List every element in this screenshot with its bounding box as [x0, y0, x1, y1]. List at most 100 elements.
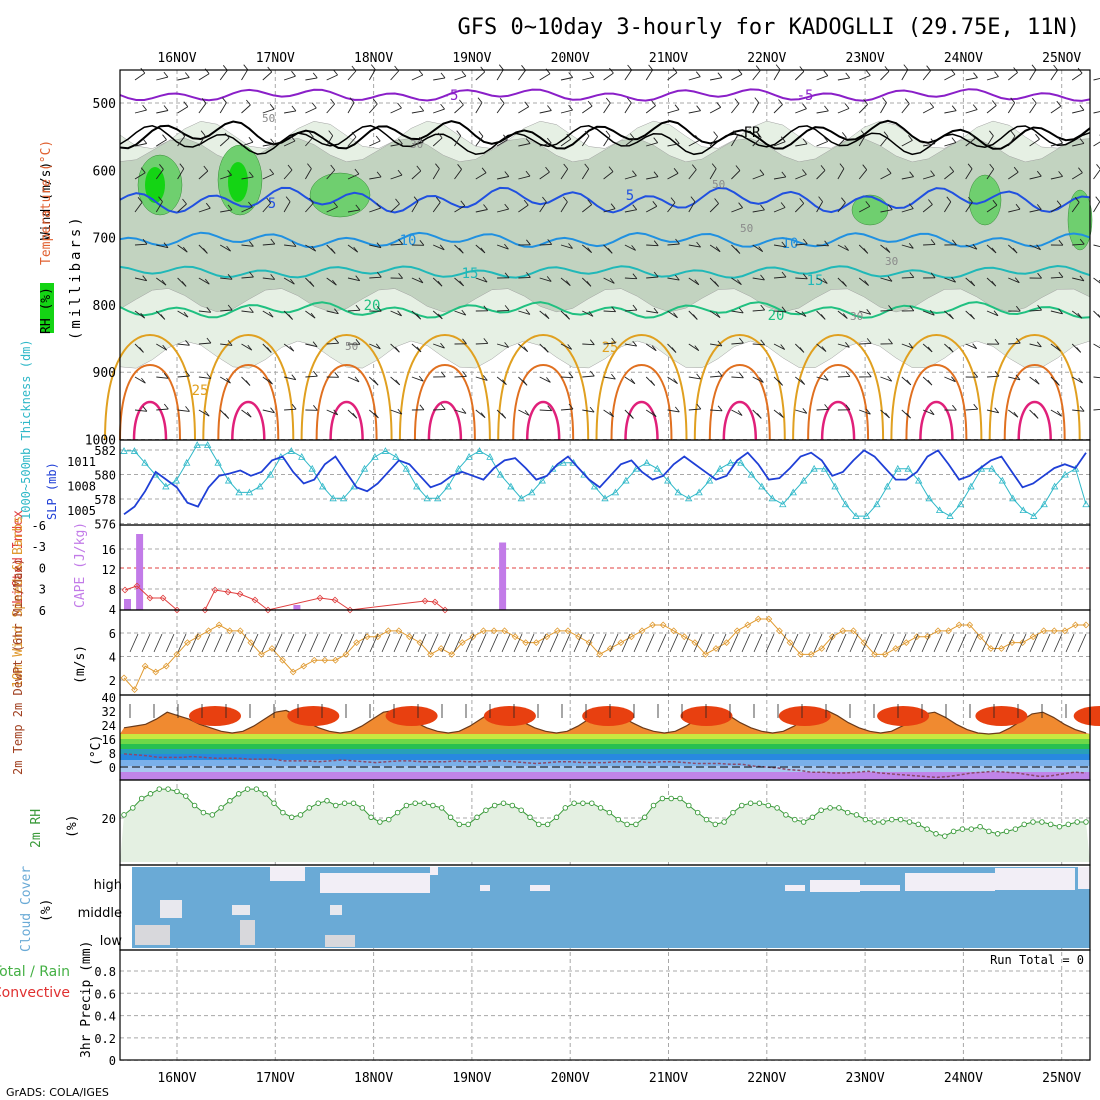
- thickness-point: [1009, 494, 1017, 502]
- wind-barb: [411, 141, 424, 147]
- temp-color-band: [120, 754, 1090, 760]
- rh2m-point: [527, 814, 533, 821]
- rh2m-point: [350, 800, 357, 806]
- wind-barb-flag: [653, 137, 659, 143]
- wind-barb-flag: [949, 166, 955, 172]
- thickness-point: [705, 476, 714, 484]
- thickness-point: [183, 458, 191, 466]
- wind-barb: [880, 102, 887, 114]
- wind10-point: [173, 650, 181, 658]
- rh2m-units-label: (%): [65, 815, 80, 838]
- wind-barb: [731, 135, 738, 147]
- wind10-barb: [717, 633, 727, 653]
- wind-barb: [262, 243, 275, 246]
- wind-barb-flag: [1076, 347, 1082, 353]
- contour-30c: [217, 363, 280, 441]
- wind-barb-flag: [1056, 100, 1062, 107]
- wind10-barb: [957, 633, 967, 653]
- wind-barb: [965, 343, 977, 350]
- wind-barb: [667, 172, 679, 180]
- rh-shading-70: [968, 174, 1002, 226]
- wind-barb: [731, 73, 743, 81]
- wind-barb: [816, 277, 828, 284]
- wind-barb: [603, 208, 616, 213]
- wind-barb-flag: [416, 346, 422, 353]
- thickness-line: [124, 444, 1087, 517]
- wind10-barb: [177, 633, 187, 653]
- wind-barb-flag: [227, 204, 233, 211]
- wind-barb-flag: [801, 311, 807, 317]
- wind-barb-flag: [821, 346, 827, 352]
- thickness-point: [758, 482, 766, 490]
- wind-barb-flag: [587, 100, 593, 107]
- wind-barb-flag: [179, 163, 185, 169]
- wind-barb-flag: [970, 313, 975, 320]
- wind-barb-flag: [502, 379, 507, 385]
- wind10-tick: 6: [109, 627, 116, 641]
- temp2m-panel: [120, 704, 1100, 780]
- rh2m-point: [580, 800, 586, 806]
- wind10-barb: [549, 633, 559, 653]
- thickness-point: [1082, 500, 1090, 508]
- wind-barb: [326, 277, 337, 286]
- wind10-point: [924, 633, 931, 641]
- wind-barb: [539, 110, 552, 114]
- thickness-point: [810, 464, 818, 472]
- wind-barb: [1050, 310, 1063, 315]
- wind-barb-flag: [609, 278, 615, 284]
- wind-barb: [1050, 205, 1062, 213]
- wind-barb-flag: [162, 344, 168, 351]
- wind-barb: [859, 75, 871, 81]
- wind-barb-flag: [483, 338, 489, 344]
- rh2m-point: [589, 800, 595, 806]
- thickness-point: [141, 458, 149, 466]
- rh2m-point: [1003, 828, 1010, 835]
- li-point: [121, 586, 129, 594]
- wind10-point: [480, 627, 487, 635]
- rh2m-point: [1039, 819, 1045, 825]
- wind-barb: [454, 375, 467, 378]
- contour-25c: [890, 333, 983, 441]
- li-point: [146, 594, 154, 602]
- wind-barb: [795, 277, 808, 280]
- wind-barb: [539, 201, 547, 213]
- wind10-barb: [909, 633, 919, 653]
- wind-barb: [773, 176, 786, 180]
- wind-barb: [709, 106, 721, 114]
- cloud-level-label: low: [100, 934, 123, 949]
- rh2m-point: [906, 819, 913, 825]
- wind-barb-flag: [311, 102, 317, 109]
- wind-barb-flag: [780, 136, 786, 142]
- wind10-point: [310, 656, 318, 664]
- wind-barb-flag: [908, 135, 913, 141]
- wind-barb: [262, 108, 275, 114]
- wind-barb-flag: [206, 307, 212, 313]
- wind-barb-flag: [330, 164, 336, 171]
- wind10-barb: [1065, 633, 1075, 653]
- rh2m-point: [386, 816, 392, 823]
- wind-barb: [432, 137, 443, 147]
- wind-barb: [944, 171, 954, 180]
- wind-barb-flag: [951, 137, 957, 143]
- wind10-point: [638, 627, 646, 635]
- precip-tick: 0.2: [94, 1032, 116, 1046]
- wind10-point: [966, 621, 974, 629]
- wind-barb: [688, 244, 701, 248]
- contour-label: 5: [626, 188, 634, 204]
- wind-barb-flag: [754, 97, 760, 103]
- rh2m-point: [633, 821, 639, 828]
- wind-barb: [198, 135, 206, 147]
- wind-barb-flag: [994, 71, 999, 77]
- wind10-point: [913, 633, 921, 641]
- rh2m-point: [994, 831, 1001, 837]
- wind-barb-flag: [651, 345, 657, 351]
- wind10-barb: [537, 633, 547, 653]
- wind-barb: [177, 168, 185, 180]
- temperature-contour: [119, 301, 1091, 319]
- wind-barb-flag: [1015, 374, 1021, 381]
- rh2m-point: [403, 802, 410, 809]
- cloud-clear-middle: [160, 900, 182, 918]
- rh2m-point: [712, 821, 719, 828]
- wind-barb: [795, 174, 807, 180]
